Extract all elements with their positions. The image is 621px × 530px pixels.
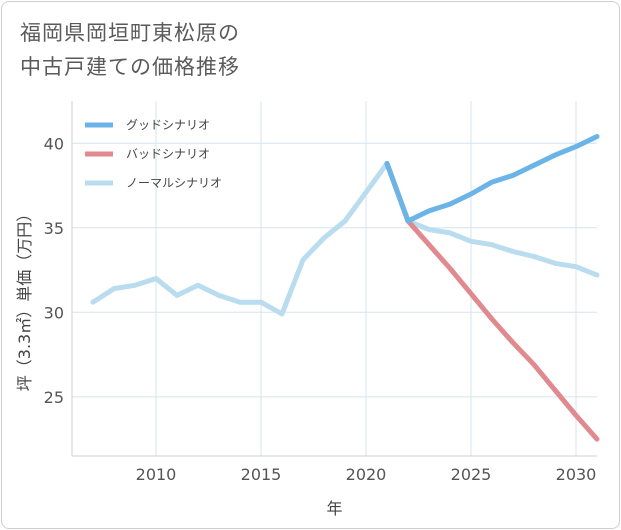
chart-title-line-2: 中古戸建ての価格推移 — [20, 55, 240, 79]
x-tick-label-2010: 2010 — [136, 465, 177, 484]
series-line-2 — [90, 161, 600, 317]
y-tick-label-30: 30 — [44, 303, 64, 322]
axes — [71, 101, 597, 457]
legend-label-0: グッドシナリオ — [126, 118, 210, 132]
chart-title-line-1: 福岡県岡垣町東松原の — [20, 21, 240, 45]
legend-label-2: ノーマルシナリオ — [126, 176, 222, 190]
y-tick-label-25: 25 — [44, 388, 64, 407]
x-axis-label: 年 — [326, 499, 342, 518]
series-line-1 — [384, 161, 600, 442]
x-tick-label-2020: 2020 — [346, 465, 387, 484]
chart-title: 福岡県岡垣町東松原の 中古戸建ての価格推移 — [20, 16, 420, 84]
y-tick-label-40: 40 — [44, 134, 64, 153]
x-tick-label-2030: 2030 — [556, 465, 597, 484]
legend-label-1: バッドシナリオ — [126, 147, 210, 161]
y-axis-label: 坪（3.3㎡）単価（万円） — [15, 206, 34, 391]
y-tick-label-35: 35 — [44, 219, 64, 238]
x-tick-label-2025: 2025 — [451, 465, 492, 484]
series-line-0 — [384, 134, 600, 224]
tick-labels: 2010 2015 2020 2025 2030 25 30 35 40 — [44, 134, 597, 484]
grid-lines — [72, 101, 597, 456]
x-tick-label-2015: 2015 — [241, 465, 282, 484]
series-lines — [90, 134, 600, 442]
